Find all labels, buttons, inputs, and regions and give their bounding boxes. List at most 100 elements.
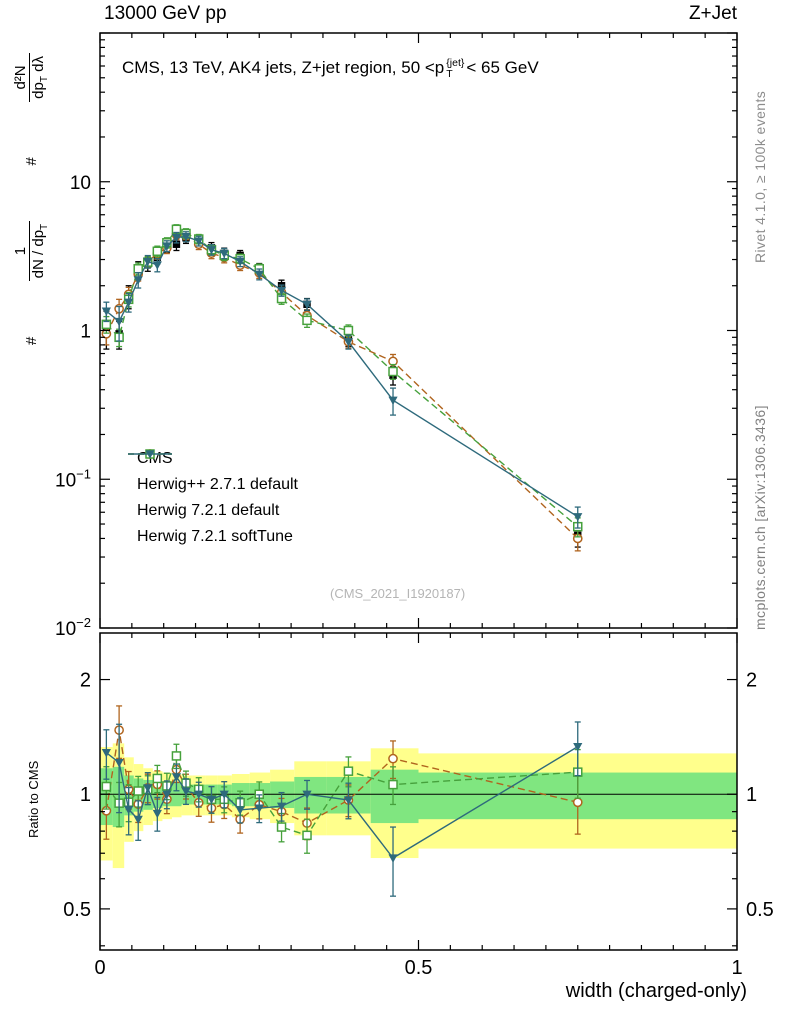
marker-triangle-down — [171, 233, 182, 243]
marker-square-open — [171, 751, 182, 761]
ylabel-frac1-num: 1 — [12, 246, 29, 256]
plot-title-supsub: {jet} T — [446, 58, 464, 79]
marker-triangle-down — [152, 261, 162, 270]
x-tick-label: 1 — [731, 957, 742, 979]
ylabel-hash-1: # — [22, 336, 40, 345]
y-ratio-tick-label-left: 2 — [80, 670, 91, 692]
marker-triangle-down — [181, 232, 191, 242]
ylabel-fraction-2: d²N dpT dλ — [12, 53, 51, 102]
legend-item-herwig-7-2-1-default: Herwig 7.2.1 default — [127, 449, 298, 524]
beam-energy-label: 13000 GeV pp — [104, 3, 227, 24]
y-ratio-tick-label-right: 1 — [746, 784, 757, 806]
y-main-tick-label: 10−2 — [55, 615, 91, 640]
y-ratio-tick-label-left: 0.5 — [63, 899, 91, 921]
y-ratio-tick-label-right: 2 — [746, 670, 757, 692]
marker-triangle-down — [101, 307, 111, 316]
marker-triangle-down — [194, 790, 204, 800]
legend-item-herwig-7-2-1-softtune: Herwig 7.2.1 softTune — [127, 450, 298, 550]
marker-triangle-down — [254, 804, 264, 813]
marker-triangle-down — [124, 298, 134, 307]
legend-marker-herwig-7-2-1-softtune — [128, 450, 172, 459]
marker-triangle-down — [133, 276, 143, 285]
ylabel-frac1-den-text: dN / dp — [30, 229, 48, 279]
plot-title-sub: T — [446, 67, 453, 80]
marker-circle-open — [572, 797, 583, 808]
marker-triangle-down — [124, 805, 134, 815]
x-tick-label: 0 — [94, 957, 105, 979]
marker-square-open — [101, 781, 112, 792]
marker-triangle-down — [101, 749, 111, 758]
marker-triangle-down — [573, 513, 583, 522]
plot-title-sup: {jet} — [446, 57, 465, 70]
marker-triangle-down — [206, 795, 217, 805]
marker-triangle-down — [302, 790, 312, 800]
marker-triangle-down — [388, 396, 398, 405]
ylabel-frac2-num: d²N — [12, 65, 29, 90]
marker-triangle-down — [162, 790, 172, 800]
generator-version-note: Rivet 4.1.0, ≥ 100k events — [752, 90, 768, 263]
marker-triangle-down — [171, 773, 182, 782]
legend-label: Herwig 7.2.1 softTune — [137, 528, 293, 545]
marker-triangle-down — [152, 809, 162, 819]
marker-square-open — [343, 325, 354, 336]
y-main-tick-label: 10 — [70, 173, 91, 194]
ratio-y-axis-label: Ratio to CMS — [26, 760, 41, 838]
y-ratio-tick-label-left: 1 — [80, 784, 91, 806]
marker-triangle-down — [235, 257, 245, 267]
marker-triangle-down — [133, 815, 143, 825]
ylabel-frac2-den-tail: dλ — [30, 56, 48, 77]
marker-square-open — [152, 773, 163, 784]
legend-item-herwig-2-7-1-default: Herwig++ 2.7.1 default — [127, 449, 298, 498]
marker-square-open — [343, 766, 354, 776]
marker-triangle-down — [302, 300, 312, 310]
legend-label: Herwig++ 2.7.1 default — [137, 476, 298, 493]
process-label: Z+Jet — [688, 3, 737, 24]
marker-triangle-down — [206, 246, 217, 255]
marker-triangle-down — [114, 759, 124, 768]
x-tick-label: 0.5 — [405, 957, 433, 979]
series-herwig-7-2-1-softtune — [101, 721, 583, 897]
marker-square-open — [152, 246, 163, 257]
ylabel-hash-2: # — [22, 157, 40, 166]
marker-triangle-down — [219, 249, 229, 259]
marker-square-filled — [172, 240, 181, 248]
marker-triangle-down — [181, 787, 191, 796]
marker-triangle-down — [162, 242, 172, 251]
plot-title-post: < 65 GeV — [466, 58, 539, 77]
marker-square-open — [133, 264, 143, 274]
ylabel-frac2-den-sub: T — [39, 76, 51, 83]
plot-title: CMS, 13 TeV, AK4 jets, Z+jet region, 50 … — [122, 58, 539, 79]
marker-triangle-down — [573, 743, 583, 752]
marker-triangle-down — [254, 270, 264, 280]
marker-triangle-down — [276, 286, 287, 296]
band-green-bin — [370, 769, 419, 824]
y-ratio-tick-label-right: 0.5 — [746, 899, 774, 921]
mcplots-reference-note: mcplots.cern.ch [arXiv:1306.3436] — [752, 405, 768, 630]
marker-circle-open — [388, 753, 398, 764]
marker-triangle-down — [343, 796, 354, 805]
ratio-panel-series — [101, 705, 583, 897]
marker-triangle-down — [388, 854, 398, 863]
marker-triangle-down — [343, 338, 354, 347]
ylabel-frac1-den-sub: T — [39, 223, 51, 230]
ylabel-frac2-den-text: dp — [30, 82, 48, 99]
marker-triangle-down — [145, 450, 155, 459]
marker-triangle-down — [219, 790, 229, 800]
y-main-tick-label: 10−1 — [55, 466, 91, 491]
main-y-axis-label: # 1 dN / dpT # d²N dpT dλ — [12, 53, 51, 345]
x-axis-label: width (charged-only) — [565, 980, 747, 1002]
tick-labels: 10 1 10−1 10−2 2 2 1 1 0.5 0.5 0 0.5 1 — [55, 173, 774, 979]
ylabel-fraction-1: 1 dN / dpT — [12, 220, 51, 282]
marker-square-open — [388, 779, 398, 790]
marker-triangle-down — [114, 317, 124, 327]
ylabel-frac2-den: dpT dλ — [29, 53, 51, 102]
legend: CMS Herwig++ 2.7.1 default Herwig 7.2.1 de… — [127, 446, 298, 550]
axis-ticks — [99, 32, 738, 950]
marker-square-open — [302, 315, 312, 326]
marker-square-open — [276, 822, 287, 832]
marker-triangle-down — [194, 237, 204, 246]
marker-square-open — [388, 366, 398, 377]
marker-square-open — [133, 786, 143, 796]
ylabel-frac1-den: dN / dpT — [29, 220, 51, 282]
